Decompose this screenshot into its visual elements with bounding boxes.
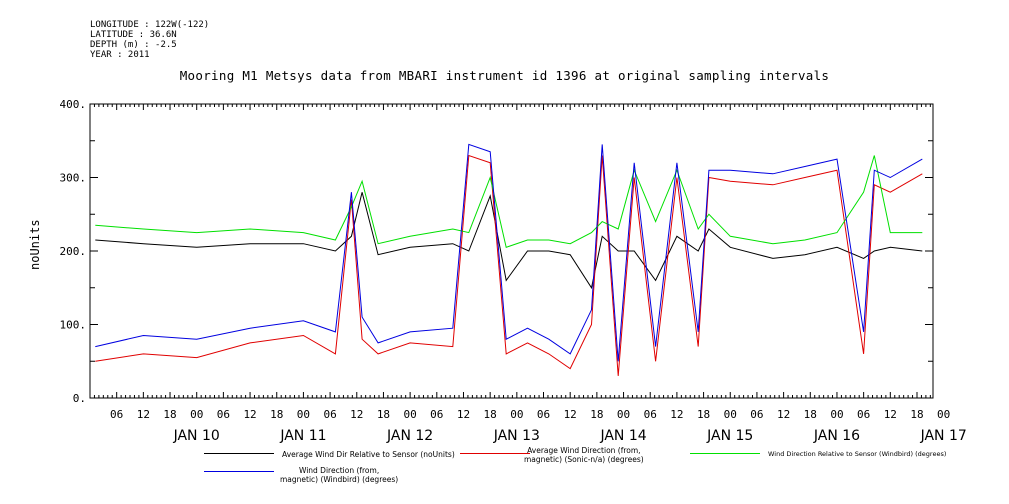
- x-hour-label: 06: [750, 408, 763, 421]
- x-hour-label: 00: [937, 408, 950, 421]
- x-hour-label: 12: [243, 408, 256, 421]
- x-hour-label: 12: [777, 408, 790, 421]
- x-hour-label: 12: [457, 408, 470, 421]
- series-line-0: [95, 192, 923, 290]
- year-text: YEAR : 2011: [90, 50, 150, 60]
- x-day-label: JAN 13: [493, 428, 540, 444]
- series-line-1: [95, 154, 923, 376]
- metadata-block: LONGITUDE : 122W(-122) LATITUDE : 36.6N …: [90, 20, 209, 60]
- x-hour-label: 00: [297, 408, 310, 421]
- x-hour-label: 00: [830, 408, 843, 421]
- x-hour-label: 00: [404, 408, 417, 421]
- x-hour-label: 18: [910, 408, 923, 421]
- x-hour-label: 18: [697, 408, 710, 421]
- x-hour-label: 18: [804, 408, 817, 421]
- chart-title: Mooring M1 Metsys data from MBARI instru…: [179, 68, 830, 83]
- x-hour-label: 18: [270, 408, 283, 421]
- x-day-label: JAN 16: [813, 428, 860, 444]
- depth-text: DEPTH (m) : -2.5: [90, 40, 177, 50]
- y-tick-label: 400.: [60, 98, 87, 111]
- x-hour-label: 18: [590, 408, 603, 421]
- y-tick-label: 0.: [73, 392, 86, 405]
- x-hour-label: 06: [644, 408, 657, 421]
- x-day-label: JAN 14: [599, 428, 646, 444]
- x-hour-label: 18: [484, 408, 497, 421]
- x-day-label: JAN 15: [706, 428, 753, 444]
- x-hour-label: 06: [110, 408, 123, 421]
- x-hour-label: 12: [137, 408, 150, 421]
- y-tick-label: 200.: [60, 245, 87, 258]
- y-tick-label: 300.: [60, 172, 87, 185]
- x-hour-label: 12: [564, 408, 577, 421]
- x-hour-label: 12: [350, 408, 363, 421]
- series-line-3: [95, 143, 923, 362]
- x-hour-label: 18: [163, 408, 176, 421]
- series-line-2: [95, 155, 923, 248]
- longitude-text: LONGITUDE : 122W(-122): [90, 20, 210, 30]
- x-day-label: JAN 17: [920, 428, 967, 444]
- x-hour-label: 00: [724, 408, 737, 421]
- x-hour-label: 06: [857, 408, 870, 421]
- plot-frame: [89, 103, 934, 399]
- x-hour-label: 00: [510, 408, 523, 421]
- x-hour-label: 06: [323, 408, 336, 421]
- x-day-label: JAN 11: [279, 428, 326, 444]
- x-hour-label: 18: [377, 408, 390, 421]
- x-day-label: JAN 10: [173, 428, 220, 444]
- x-hour-label: 06: [217, 408, 230, 421]
- x-hour-label: 00: [617, 408, 630, 421]
- x-day-label: JAN 12: [386, 428, 433, 444]
- x-hour-label: 06: [537, 408, 550, 421]
- x-hour-label: 00: [190, 408, 203, 421]
- x-hour-label: 06: [430, 408, 443, 421]
- latitude-text: LATITUDE : 36.6N: [90, 30, 177, 40]
- x-hour-label: 12: [884, 408, 897, 421]
- x-hour-label: 12: [670, 408, 683, 421]
- y-tick-label: 100.: [60, 319, 87, 332]
